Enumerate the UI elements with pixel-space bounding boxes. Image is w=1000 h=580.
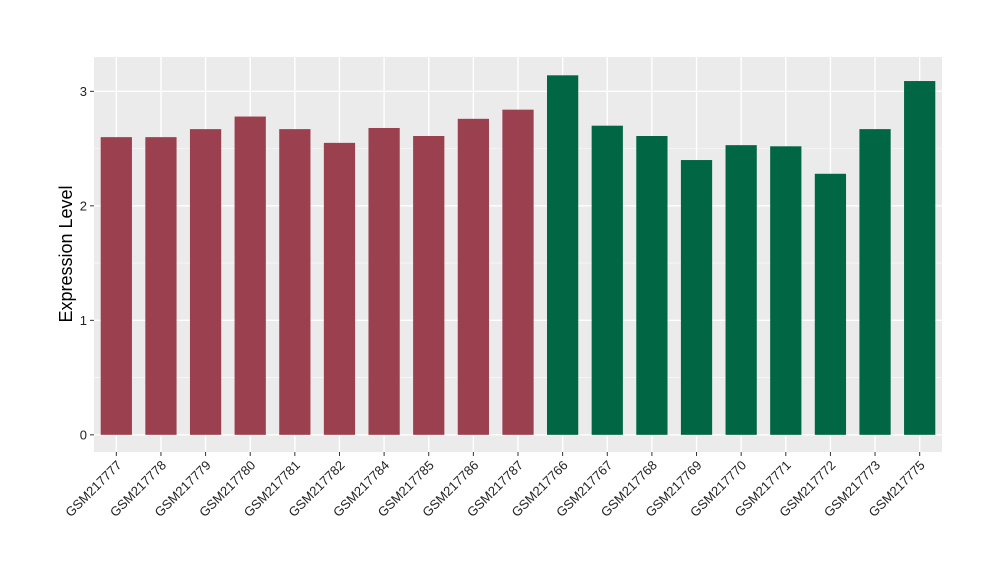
- bar: [323, 142, 356, 435]
- bar: [279, 129, 311, 435]
- bars: [100, 75, 936, 435]
- bar: [636, 136, 668, 435]
- bar: [770, 146, 802, 435]
- x-axis: GSM217777GSM217778GSM217779GSM217780GSM2…: [62, 452, 928, 520]
- bar: [814, 173, 847, 435]
- bar: [904, 81, 936, 435]
- y-tick-label: 0: [80, 427, 87, 442]
- bar: [680, 160, 713, 435]
- y-tick-label: 1: [80, 313, 87, 328]
- bar: [457, 118, 489, 435]
- y-axis-title: Expression Level: [56, 185, 76, 322]
- y-axis: 0 1 2 3: [80, 84, 94, 442]
- bar: [859, 129, 891, 435]
- bar: [591, 125, 623, 435]
- bar: [725, 145, 757, 435]
- bar: [234, 116, 266, 435]
- y-tick-label: 3: [80, 84, 87, 99]
- bar: [502, 109, 534, 435]
- bar: [547, 75, 579, 435]
- bar: [100, 137, 132, 435]
- bar: [189, 129, 222, 435]
- bar: [413, 136, 445, 435]
- y-tick-label: 2: [80, 198, 87, 213]
- bar: [145, 137, 177, 435]
- bar: [368, 127, 400, 435]
